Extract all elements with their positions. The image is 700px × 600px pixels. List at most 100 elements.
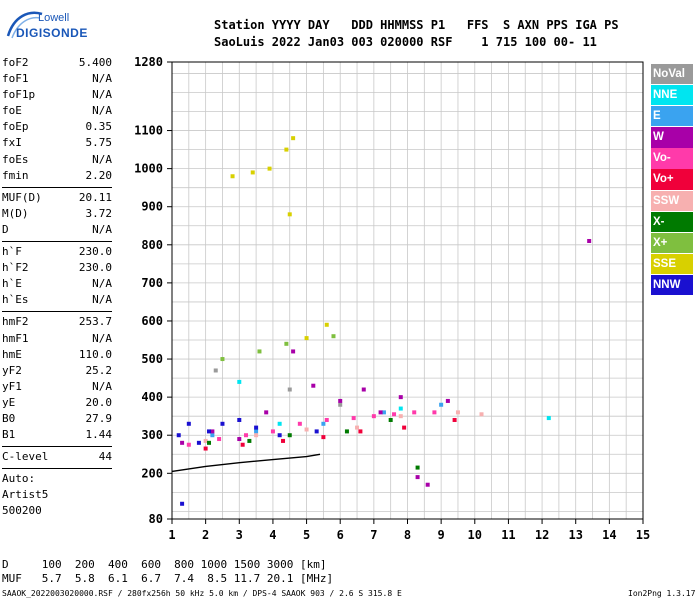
x-tick-label: 1 — [168, 528, 175, 542]
echo-point-x- — [344, 429, 349, 434]
y-tick-label: 80 — [149, 512, 163, 526]
echo-point-w — [361, 387, 366, 392]
header-labels: Station YYYY DAY DDD HHMMSS P1 FFS S AXN… — [214, 18, 619, 32]
param-value: N/A — [92, 331, 112, 345]
legend-item: E — [651, 106, 693, 127]
x-tick-label: 7 — [370, 528, 377, 542]
echo-point-x- — [331, 334, 336, 339]
param-row: h`Es N/A — [2, 293, 112, 309]
echo-point-sse — [291, 136, 296, 141]
echo-point-sse — [230, 174, 235, 179]
param-row: foF2 5.400 — [2, 56, 112, 72]
echo-point-w — [378, 410, 383, 415]
echo-point-ssw — [398, 414, 403, 419]
legend-item: SSW — [651, 190, 693, 211]
param-name: yF1 — [2, 379, 22, 393]
echo-point-x- — [220, 357, 225, 362]
param-separator — [2, 311, 112, 313]
param-value: N/A — [92, 379, 112, 393]
legend-item: Vo+ — [651, 169, 693, 190]
legend-item: NNW — [651, 274, 693, 296]
legend-item: NoVal — [651, 64, 693, 85]
echo-point-vo- — [244, 433, 249, 438]
param-name: MUF(D) — [2, 190, 42, 204]
echo-point-ssw — [254, 433, 259, 438]
param-name: foF2 — [2, 56, 29, 69]
echo-point-vo- — [402, 425, 407, 430]
param-value: 20.0 — [85, 395, 113, 409]
echo-point-vo- — [203, 446, 208, 451]
echo-point-nne — [277, 421, 282, 426]
param-name: fxI — [2, 136, 22, 150]
param-name: fmin — [2, 168, 29, 182]
param-value: 110.0 — [78, 347, 112, 361]
param-row: MUF(D) 20.11 — [2, 191, 112, 207]
y-tick-label: 800 — [141, 238, 163, 252]
x-tick-label: 15 — [636, 528, 650, 542]
echo-point-nne — [237, 379, 242, 384]
distance-row: D 100 200 400 600 800 1000 1500 3000 [km… — [2, 558, 327, 571]
param-name: C-level — [2, 450, 49, 464]
echo-point-vo- — [452, 417, 457, 422]
legend-item: NNE — [651, 85, 693, 106]
param-name: B0 — [2, 411, 16, 425]
echo-point-w — [338, 398, 343, 403]
echo-point-nnw — [254, 425, 259, 430]
param-row: foEp 0.35 — [2, 120, 112, 136]
param-name: foE — [2, 104, 22, 118]
echo-point-x- — [207, 440, 212, 445]
echo-point-w — [237, 437, 242, 442]
echo-point-noval — [287, 387, 292, 392]
param-value: 0.35 — [85, 120, 113, 134]
param-value: 3.72 — [85, 206, 113, 220]
echo-point-vo- — [270, 429, 275, 434]
param-name: D — [2, 222, 9, 236]
param-row: foF1p N/A — [2, 88, 112, 104]
param-value: 44 — [98, 450, 112, 464]
param-row: hmF1 N/A — [2, 332, 112, 348]
param-value: 230.0 — [78, 261, 112, 275]
footer-version: Ion2Png 1.3.17 — [628, 589, 696, 598]
y-tick-label: 1100 — [134, 124, 163, 138]
param-name: h`E — [2, 277, 22, 291]
param-value: N/A — [92, 277, 112, 291]
echo-point-vo- — [371, 414, 376, 419]
virtual-height-trace — [171, 453, 321, 473]
param-row: foE N/A — [2, 104, 112, 120]
y-tick-label: 300 — [141, 428, 163, 442]
param-value: N/A — [92, 152, 112, 166]
legend-item: SSE — [651, 253, 693, 275]
echo-point-sse — [304, 336, 309, 341]
echo-point-x- — [247, 438, 252, 443]
echo-point-nnw — [277, 433, 282, 438]
legend-item: X+ — [651, 232, 693, 254]
param-row: fxI 5.75 — [2, 136, 112, 152]
param-value: N/A — [92, 72, 112, 86]
polarization-legend: NoVal NNE E W Vo- Vo+ SSW X- X+ SSE NNW — [651, 64, 693, 296]
echo-point-x- — [284, 341, 289, 346]
echo-point-e — [210, 433, 215, 438]
param-value: N/A — [92, 104, 112, 118]
param-name: h`F2 — [2, 261, 29, 275]
echo-point-w — [180, 440, 185, 445]
echo-point-e — [254, 429, 259, 434]
param-row: Artist5 — [2, 488, 112, 504]
param-name: M(D) — [2, 206, 29, 220]
x-tick-label: 5 — [303, 528, 310, 542]
param-row: hmF2 253.7 — [2, 315, 112, 331]
echo-point-nne — [398, 406, 403, 411]
x-tick-label: 11 — [501, 528, 515, 542]
echo-point-nnw — [237, 417, 242, 422]
param-value: 27.9 — [85, 411, 113, 425]
echo-point-ssw — [304, 427, 309, 432]
x-tick-label: 12 — [535, 528, 549, 542]
x-tick-label: 2 — [202, 528, 209, 542]
param-value: 5.75 — [85, 136, 113, 150]
param-row: B0 27.9 — [2, 412, 112, 428]
x-tick-label: 9 — [438, 528, 445, 542]
param-row: D N/A — [2, 223, 112, 239]
y-tick-label: 900 — [141, 200, 163, 214]
x-tick-label: 4 — [269, 528, 276, 542]
param-name: foF1 — [2, 72, 29, 86]
